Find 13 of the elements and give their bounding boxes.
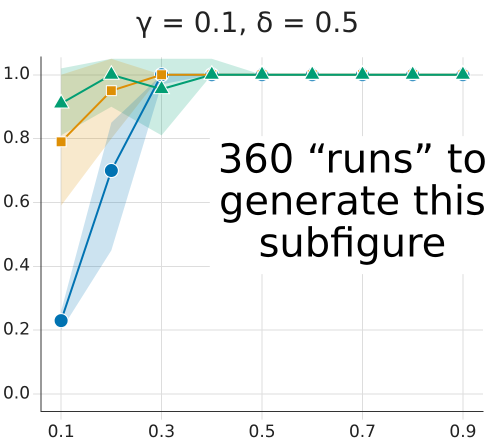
y-tick-label: 0.8 <box>2 128 30 148</box>
x-tick-label: 0.3 <box>148 422 176 442</box>
x-tick-label: 0.1 <box>48 422 75 442</box>
x-tick-label: 0.7 <box>348 422 376 442</box>
annotation: 360 “runs” to generate this subfigure <box>218 136 488 266</box>
x-tick-label: 0.5 <box>248 422 276 442</box>
y-tick-label: 0.0 <box>2 383 30 404</box>
y-tick-label: 0.4 <box>2 256 30 276</box>
chart-title: γ = 0.1, δ = 0.5 <box>134 6 360 41</box>
x-tick-label: 0.9 <box>449 422 476 442</box>
y-tick-label: 0.6 <box>2 192 30 212</box>
y-tick-label: 0.2 <box>2 320 30 340</box>
y-tick-label: 1.0 <box>2 64 30 84</box>
